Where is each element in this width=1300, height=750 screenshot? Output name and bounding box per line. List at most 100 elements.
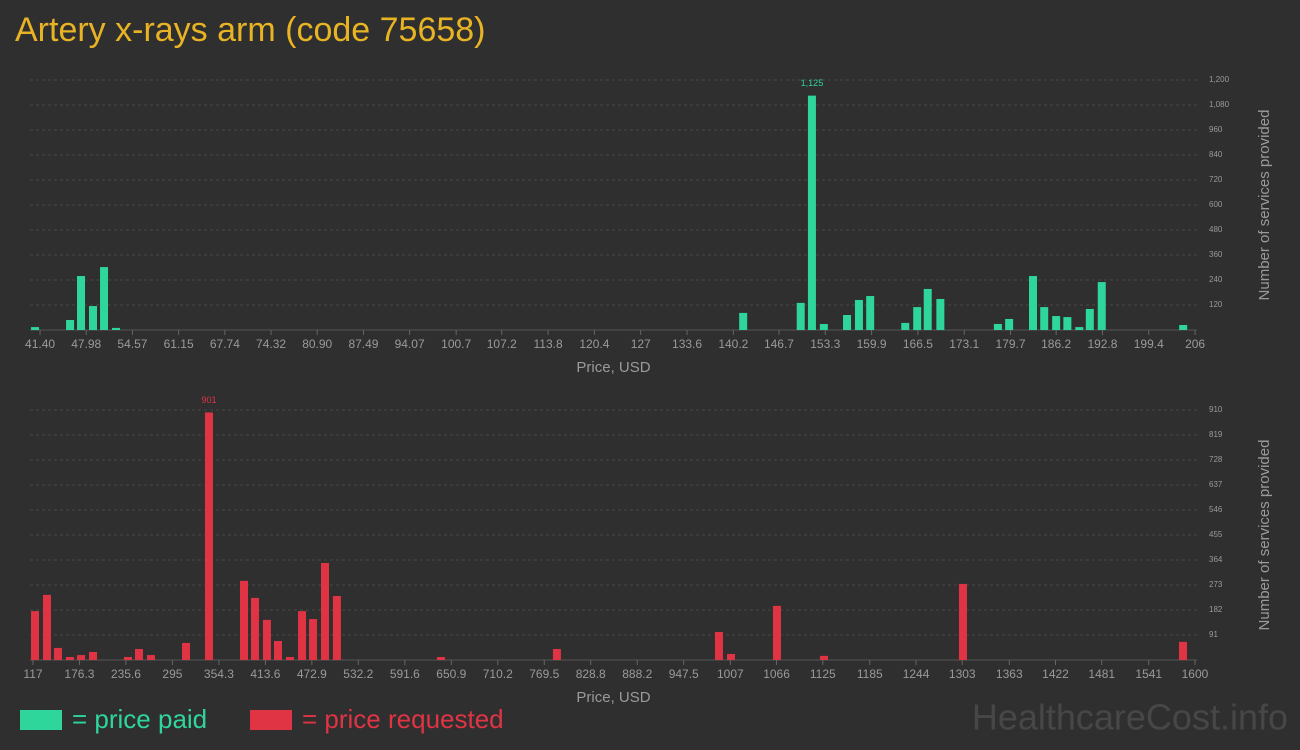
- bar: [77, 276, 86, 330]
- x-tick-label: 192.8: [1087, 337, 1117, 351]
- x-tick-label: 153.3: [810, 337, 840, 351]
- x-tick-label: 235.6: [111, 667, 141, 681]
- bar: [552, 649, 561, 660]
- x-tick-label: 413.6: [250, 667, 280, 681]
- bar: [88, 652, 97, 660]
- x-tick-label: 199.4: [1134, 337, 1164, 351]
- x-tick-label: 133.6: [672, 337, 702, 351]
- x-tick-label: 186.2: [1041, 337, 1071, 351]
- x-tick-label: 74.32: [256, 337, 286, 351]
- x-tick-label: 532.2: [343, 667, 373, 681]
- bar: [43, 594, 52, 660]
- bar: [285, 656, 294, 660]
- bar: [77, 655, 86, 660]
- bar: [913, 307, 922, 330]
- x-tick-label: 1007: [717, 667, 744, 681]
- bar: [65, 656, 74, 660]
- x-tick-label: 1481: [1088, 667, 1115, 681]
- x-tick-label: 591.6: [390, 667, 420, 681]
- bar: [819, 323, 828, 330]
- y-tick-label: 364: [1209, 555, 1223, 564]
- bar: [112, 327, 121, 330]
- bar: [250, 597, 259, 660]
- y-tick-label: 637: [1209, 480, 1223, 489]
- legend-swatch: [20, 710, 62, 730]
- x-tick-label: 1303: [949, 667, 976, 681]
- x-tick-label: 1185: [857, 667, 883, 681]
- bar: [901, 322, 910, 330]
- bar: [1028, 276, 1037, 330]
- legend-label: = price requested: [302, 704, 504, 734]
- y-tick-label: 273: [1209, 580, 1223, 589]
- x-tick-label: 41.40: [25, 337, 55, 351]
- bar: [958, 583, 967, 660]
- bar: [182, 642, 191, 660]
- x-tick-label: 1125: [810, 667, 836, 681]
- data-label: 1,125: [801, 78, 824, 88]
- y-axis-title: Number of services provided: [1256, 440, 1273, 631]
- legend-swatch: [250, 710, 292, 730]
- bar: [146, 655, 155, 660]
- x-tick-label: 888.2: [622, 667, 652, 681]
- x-tick-label: 1244: [903, 667, 930, 681]
- bar: [273, 641, 282, 660]
- y-tick-label: 960: [1209, 125, 1223, 134]
- bar: [239, 580, 248, 660]
- bar: [819, 655, 828, 660]
- bar: [1178, 641, 1187, 660]
- x-tick-label: 94.07: [395, 337, 425, 351]
- bar: [1179, 325, 1188, 330]
- bar: [31, 611, 40, 660]
- x-tick-label: 947.5: [669, 667, 699, 681]
- bar: [726, 653, 735, 660]
- data-label: 901: [201, 395, 216, 405]
- x-axis-title: Price, USD: [576, 689, 650, 706]
- y-tick-label: 728: [1209, 455, 1223, 464]
- bar: [66, 320, 75, 330]
- y-tick-label: 600: [1209, 200, 1223, 209]
- x-tick-label: 54.57: [117, 337, 147, 351]
- y-tick-label: 1,080: [1209, 100, 1230, 109]
- bar: [1052, 316, 1061, 330]
- x-tick-label: 206: [1185, 337, 1205, 351]
- y-tick-label: 819: [1209, 430, 1223, 439]
- y-tick-label: 360: [1209, 250, 1223, 259]
- bar: [714, 631, 723, 660]
- bar: [123, 656, 132, 660]
- bar: [321, 563, 330, 660]
- x-tick-label: 140.2: [718, 337, 748, 351]
- x-tick-label: 828.8: [576, 667, 606, 681]
- y-tick-label: 455: [1209, 530, 1223, 539]
- x-tick-label: 61.15: [164, 337, 194, 351]
- y-tick-label: 720: [1209, 175, 1223, 184]
- bar: [843, 315, 852, 330]
- x-tick-label: 1363: [996, 667, 1023, 681]
- y-tick-label: 182: [1209, 605, 1223, 614]
- x-tick-label: 127: [631, 337, 651, 351]
- y-tick-label: 120: [1209, 300, 1223, 309]
- bar: [31, 327, 40, 330]
- bar: [807, 95, 816, 330]
- bar: [204, 412, 213, 660]
- bar: [262, 619, 271, 660]
- x-tick-label: 179.7: [996, 337, 1026, 351]
- x-tick-label: 710.2: [483, 667, 513, 681]
- bar: [739, 312, 748, 330]
- x-tick-label: 1541: [1135, 667, 1162, 681]
- x-tick-label: 650.9: [436, 667, 466, 681]
- bar: [53, 647, 62, 660]
- chart-title: Artery x-rays arm (code 75658): [15, 11, 486, 49]
- x-tick-label: 67.74: [210, 337, 240, 351]
- bar: [854, 300, 863, 330]
- bar: [993, 323, 1002, 330]
- bar: [936, 298, 945, 330]
- y-tick-label: 480: [1209, 225, 1223, 234]
- bar: [772, 605, 781, 660]
- y-tick-label: 91: [1209, 630, 1218, 639]
- x-tick-label: 87.49: [348, 337, 378, 351]
- x-tick-label: 120.4: [579, 337, 609, 351]
- bar: [332, 595, 341, 660]
- bar: [309, 619, 318, 660]
